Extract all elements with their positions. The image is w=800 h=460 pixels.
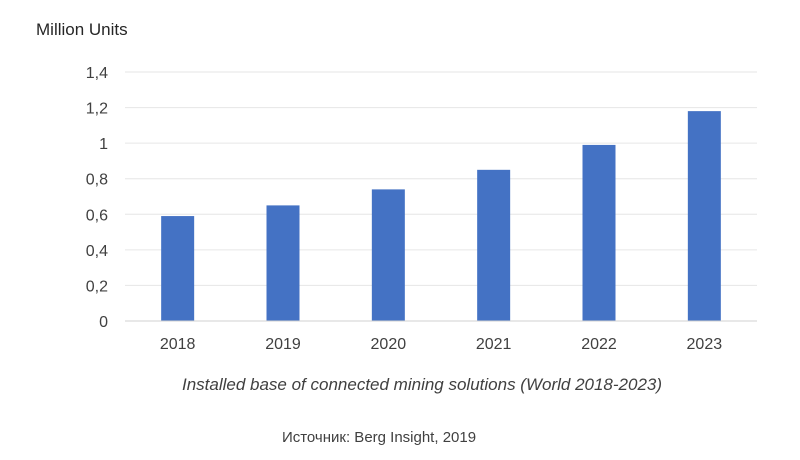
y-tick-label: 1,4	[86, 65, 108, 82]
x-tick-label: 2019	[265, 336, 301, 353]
x-tick-label: 2023	[687, 336, 723, 353]
x-tick-label: 2018	[160, 336, 196, 353]
y-tick-label: 0	[99, 314, 108, 331]
y-tick-label: 1,2	[86, 101, 108, 118]
x-tick-label: 2021	[476, 336, 512, 353]
chart-caption: Installed base of connected mining solut…	[182, 375, 662, 394]
bar-2023	[687, 111, 721, 321]
y-axis-ticks: 0 0,2 0,4 0,6 0,8 1 1,2 1,4	[86, 65, 108, 331]
y-tick-label: 0,6	[86, 207, 108, 224]
y-tick-label: 0,4	[86, 243, 108, 260]
gridlines	[125, 71, 757, 286]
bars	[161, 111, 721, 321]
y-tick-label: 0,2	[86, 278, 108, 295]
bar-2021	[477, 169, 511, 321]
bar-2019	[266, 205, 300, 321]
y-axis-unit-label: Million Units	[36, 20, 128, 39]
x-tick-label: 2020	[371, 336, 407, 353]
y-tick-label: 1	[99, 136, 108, 153]
x-tick-label: 2022	[581, 336, 617, 353]
source-note: Источник: Berg Insight, 2019	[282, 429, 476, 446]
x-axis-ticks: 2018 2019 2020 2021 2022 2023	[160, 336, 722, 353]
bar-2022	[582, 144, 616, 321]
y-tick-label: 0,8	[86, 172, 108, 189]
bar-2020	[371, 189, 405, 321]
bar-2018	[161, 216, 195, 321]
